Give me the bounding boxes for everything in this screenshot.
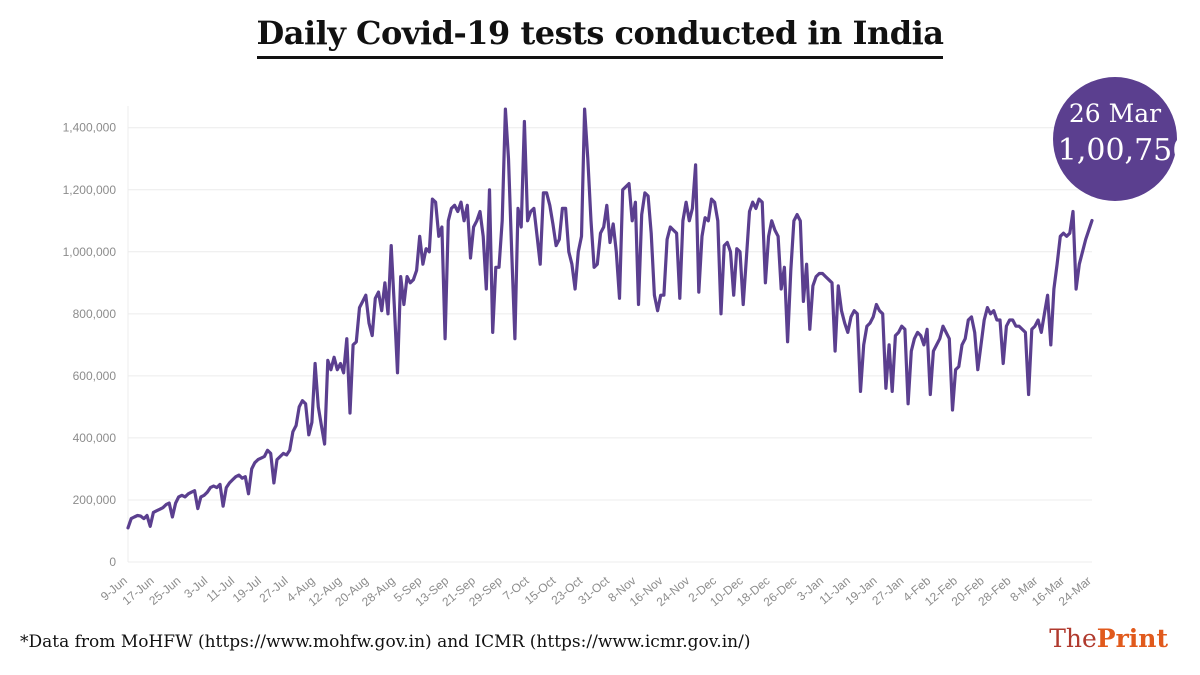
y-tick-label: 1,000,000 xyxy=(63,245,117,259)
grid-lines xyxy=(127,106,1092,563)
latest-value-callout: 26 Mar 11,00,756 xyxy=(1039,77,1192,201)
x-tick-label: 11-Jul xyxy=(204,574,237,605)
source-footnote: *Data from MoHFW (https://www.mohfw.gov.… xyxy=(20,632,751,652)
x-axis: 9-Jun17-Jun25-Jun3-Jul11-Jul19-Jul27-Jul… xyxy=(98,573,1094,609)
callout-circle xyxy=(1053,77,1177,201)
brand-the: The xyxy=(1049,624,1097,653)
chart-title-wrap: Daily Covid-19 tests conducted in India xyxy=(0,14,1200,59)
x-tick-label: 19-Jul xyxy=(230,574,264,606)
chart-title: Daily Covid-19 tests conducted in India xyxy=(256,14,944,59)
series-layer xyxy=(126,107,1094,530)
y-tick-label: 0 xyxy=(109,555,116,569)
brand-logo: ThePrint xyxy=(1049,624,1168,653)
y-tick-label: 1,200,000 xyxy=(63,183,117,197)
x-tick-label: 27-Jul xyxy=(257,574,291,606)
series-line-daily-tests xyxy=(126,107,1094,530)
callout-date: 26 Mar xyxy=(1069,99,1161,128)
brand-print: Print xyxy=(1096,624,1168,653)
callout-value: 11,00,756 xyxy=(1039,133,1192,168)
y-tick-label: 600,000 xyxy=(73,369,117,383)
x-tick-label: 31-Oct xyxy=(575,573,612,607)
y-tick-label: 400,000 xyxy=(73,431,117,445)
y-tick-label: 200,000 xyxy=(73,493,117,507)
y-tick-label: 800,000 xyxy=(73,307,117,321)
y-axis: 0 200,000 400,000 600,000 800,000 1,000,000 1,… xyxy=(63,121,117,569)
y-tick-label: 1,400,000 xyxy=(63,121,117,135)
